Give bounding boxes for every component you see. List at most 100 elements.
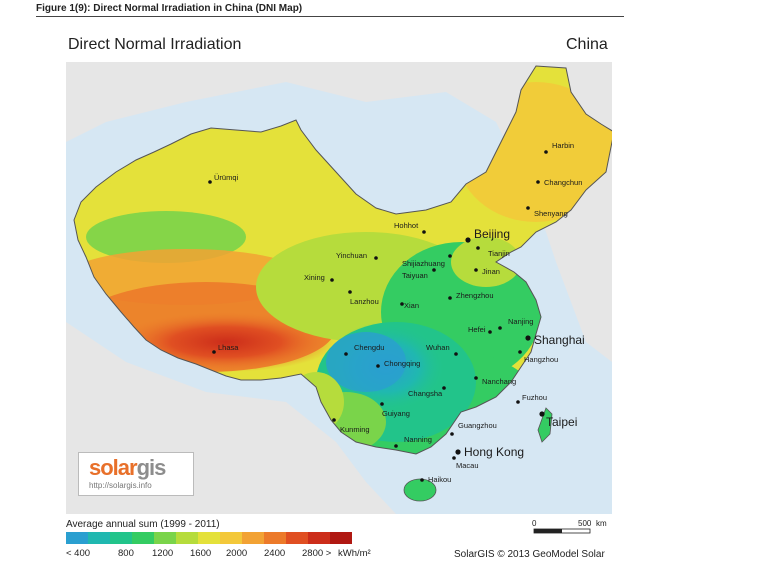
city-dot xyxy=(348,290,352,294)
city-marker: Hangzhou xyxy=(518,350,558,364)
china-border xyxy=(73,65,612,455)
city-marker: Shijiazhuang xyxy=(402,254,452,268)
city-marker: Hefei xyxy=(468,325,492,334)
city-label: Hohhot xyxy=(394,221,419,230)
city-label: Harbin xyxy=(552,141,574,150)
city-label: Chengdu xyxy=(354,343,384,352)
city-dot xyxy=(400,302,404,306)
city-label: Nanjing xyxy=(508,317,533,326)
taiwan-island xyxy=(537,407,553,443)
city-label: Guiyang xyxy=(382,409,410,418)
city-label: Lhasa xyxy=(218,343,239,352)
city-dot xyxy=(448,296,452,300)
city-dot xyxy=(526,206,530,210)
city-marker: Lhasa xyxy=(212,343,239,354)
legend-swatch xyxy=(154,532,176,544)
city-label: Nanchang xyxy=(482,377,516,386)
legend-swatch xyxy=(330,532,352,544)
city-dot xyxy=(374,256,378,260)
city-dot xyxy=(450,432,454,436)
legend-swatch xyxy=(132,532,154,544)
city-dot xyxy=(544,150,548,154)
city-dot xyxy=(474,268,478,272)
city-label: Tianjin xyxy=(488,249,510,258)
city-dot xyxy=(208,180,212,184)
legend-color-bar xyxy=(66,532,352,544)
legend-swatch xyxy=(110,532,132,544)
city-marker: Hong Kong xyxy=(455,445,524,459)
city-marker: Fuzhou xyxy=(516,393,547,404)
city-dot xyxy=(442,386,446,390)
city-label: Zhengzhou xyxy=(456,291,494,300)
scale-bar: 0 500 km xyxy=(532,519,607,534)
legend-label: 1600 xyxy=(190,548,212,559)
city-marker: Zhengzhou xyxy=(448,291,494,300)
city-label: Haikou xyxy=(428,475,451,484)
city-dot xyxy=(344,352,348,356)
city-label: Macau xyxy=(456,461,479,470)
legend-swatch xyxy=(88,532,110,544)
title-rule xyxy=(36,16,624,17)
city-dot xyxy=(498,326,502,330)
city-label: Shanghai xyxy=(534,333,585,347)
city-dot xyxy=(465,237,471,243)
legend-label: 800 xyxy=(118,548,134,559)
city-marker: Xian xyxy=(400,301,419,310)
legend-label: 2000 xyxy=(226,548,248,559)
city-label: Ürümqi xyxy=(214,173,239,182)
legend-swatch xyxy=(176,532,198,544)
legend-swatch xyxy=(198,532,220,544)
city-marker: Yinchuan xyxy=(336,251,378,260)
city-label: Shenyang xyxy=(534,209,568,218)
legend-swatch xyxy=(286,532,308,544)
city-marker: Chengdu xyxy=(344,343,384,356)
legend-labels: < 400 800 1200 1600 2000 2400 2800 > kWh/m² xyxy=(66,548,386,560)
city-marker: Chongqing xyxy=(376,359,420,368)
city-label: Nanning xyxy=(404,435,432,444)
city-dot xyxy=(455,449,461,455)
city-marker: Shenyang xyxy=(526,206,568,218)
solargis-logo: solargis http://solargis.info xyxy=(78,452,194,496)
credit: SolarGIS © 2013 GeoModel Solar xyxy=(454,549,605,560)
legend-title: Average annual sum (1999 - 2011) xyxy=(66,519,220,530)
city-marker: Shanghai xyxy=(525,333,585,347)
legend-label: < 400 xyxy=(66,548,91,559)
city-dot xyxy=(448,254,452,258)
city-marker: Taipei xyxy=(539,411,577,429)
city-label: Beijing xyxy=(474,227,510,241)
city-label: Changchun xyxy=(544,178,582,187)
city-dot xyxy=(422,230,426,234)
city-label: Hefei xyxy=(468,325,486,334)
city-dot xyxy=(452,456,456,460)
city-marker: Changchun xyxy=(536,178,582,187)
city-dot xyxy=(212,350,216,354)
city-dot xyxy=(525,335,531,341)
city-marker: Xining xyxy=(304,273,334,282)
city-label: Xining xyxy=(304,273,325,282)
scale-unit: km xyxy=(596,519,607,528)
city-marker: Changsha xyxy=(408,386,446,398)
legend-label: 2800 > xyxy=(302,548,332,559)
city-dot xyxy=(330,278,334,282)
figure-title: Figure 1(9): Direct Normal Irradiation i… xyxy=(36,3,303,14)
city-dot xyxy=(454,352,458,356)
city-dot xyxy=(420,478,424,482)
city-label: Taiyuan xyxy=(402,271,428,280)
city-label: Chongqing xyxy=(384,359,420,368)
map-title: Direct Normal Irradiation xyxy=(68,36,242,53)
legend-swatch xyxy=(264,532,286,544)
scale-start: 0 xyxy=(532,519,537,528)
city-label: Fuzhou xyxy=(522,393,547,402)
city-label: Guangzhou xyxy=(458,421,497,430)
map-country-label: China xyxy=(566,36,608,53)
city-marker: Haikou xyxy=(420,475,451,484)
city-marker: Nanchang xyxy=(474,376,516,386)
city-marker: Kunming xyxy=(332,418,370,434)
city-marker: Nanning xyxy=(394,435,432,448)
city-dot xyxy=(516,400,520,404)
legend-swatch xyxy=(220,532,242,544)
city-marker: Lanzhou xyxy=(348,290,379,306)
legend-swatch xyxy=(242,532,264,544)
city-label: Changsha xyxy=(408,389,443,398)
city-dot xyxy=(474,376,478,380)
